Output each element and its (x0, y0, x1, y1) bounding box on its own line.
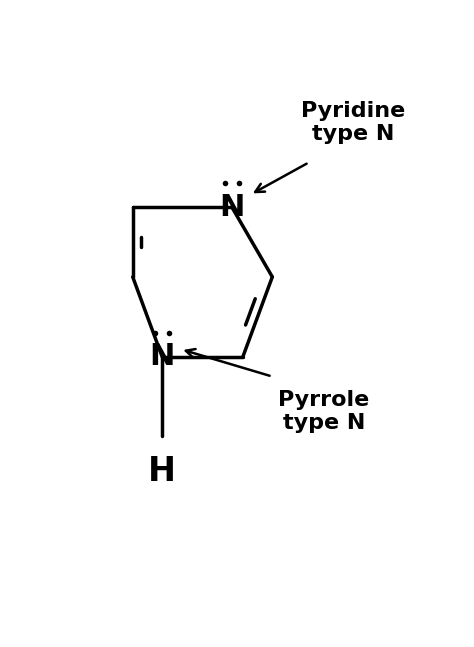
Text: Pyridine
type N: Pyridine type N (301, 101, 405, 144)
Text: N: N (149, 342, 175, 371)
Text: Pyrrole
type N: Pyrrole type N (278, 390, 369, 433)
Text: H: H (148, 455, 176, 488)
Text: N: N (219, 193, 245, 222)
